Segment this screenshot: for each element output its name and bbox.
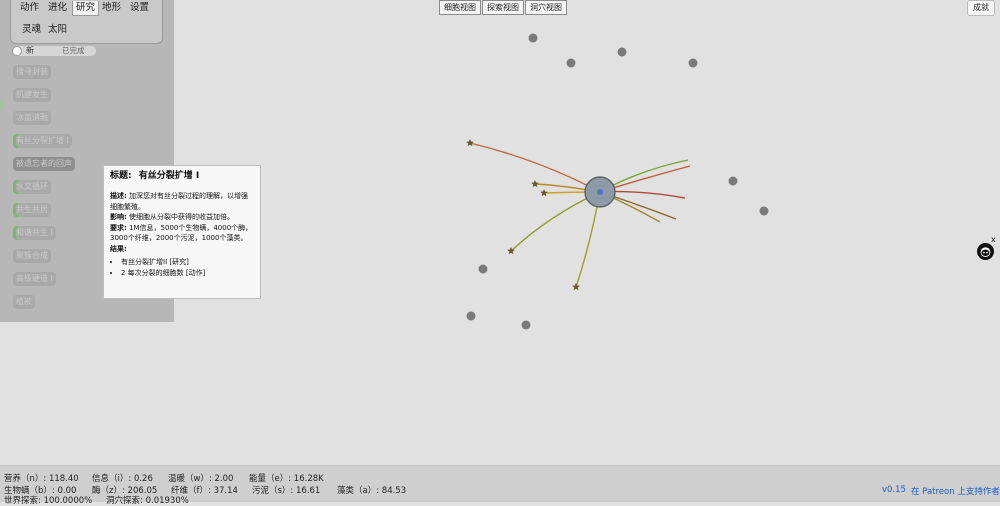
stat-energy: 能量（e）: 16.28K — [249, 474, 324, 484]
research-tooltip: 标题: 有丝分裂扩增 I 描述: 加深您对有丝分裂过程的理解，以增强细胞繁殖。 … — [103, 165, 261, 299]
tab-actions[interactable]: 动作 — [20, 2, 40, 13]
tooltip-description: 描述: 加深您对有丝分裂过程的理解，以增强细胞繁殖。 — [110, 191, 254, 212]
spore-star — [531, 180, 539, 188]
explore-view-button[interactable]: 探索视图 — [482, 0, 524, 15]
tooltip-req-text: 1M信息，5000个生物螨，4000个酶，3000个纤维，2000个污泥，100… — [110, 223, 253, 243]
tooltip-result-item: 有丝分裂扩增II [研究] — [121, 257, 254, 268]
nutrient-dot — [521, 320, 531, 330]
research-item[interactable]: 植被 — [13, 295, 35, 309]
stat-biomites: 生物螨（b）: 0.00 — [4, 486, 77, 496]
tab-settings[interactable]: 设置 — [130, 2, 150, 13]
nutrient-dot — [528, 33, 538, 43]
stat-cave-explored: 洞穴探索: 0.01930% — [106, 496, 189, 506]
close-icon[interactable]: x — [991, 235, 996, 244]
tooltip-results-label: 结果: — [110, 244, 127, 253]
flagellum-strand — [510, 191, 601, 252]
tooltip-title: 标题: 有丝分裂扩增 I — [110, 170, 254, 182]
cell-view-button[interactable]: 细胞视图 — [439, 0, 481, 15]
tooltip-result-item: 2 每次分裂的细胞数 [动作] — [121, 268, 254, 279]
research-item-mitotic-amplification[interactable]: 有丝分裂扩增 I — [13, 134, 72, 148]
research-item[interactable]: 被遗忘者的回声 — [13, 157, 75, 171]
toggle-track — [12, 46, 96, 56]
panel-side-handle[interactable] — [0, 96, 4, 114]
tooltip-effect: 影响: 使细胞从分裂中获得的收益加倍。 — [110, 212, 254, 223]
research-item[interactable]: 冰盖消融 — [13, 111, 51, 125]
tooltip-title-value: 有丝分裂扩增 I — [138, 171, 200, 181]
game-canvas — [466, 33, 769, 330]
research-item[interactable]: 肌腱发生 — [13, 88, 51, 102]
tab-research[interactable]: 研究 — [72, 1, 100, 16]
achievements-button[interactable]: 成就 — [967, 0, 995, 16]
new-done-toggle[interactable]: 新 已完成 — [12, 46, 97, 57]
stat-enzymes: 酶（z）: 206.05 — [92, 486, 158, 496]
stat-world-explored: 世界探索: 100.0000% — [4, 496, 93, 506]
patreon-link[interactable]: 在 Patreon 上支持作者 — [911, 487, 1000, 497]
toggle-new-label: 新 — [26, 46, 34, 55]
stat-nutrients: 营养（n）: 118.40 — [4, 474, 79, 484]
nutrient-dot — [728, 176, 738, 186]
cave-view-button[interactable]: 洞穴视图 — [525, 0, 567, 15]
nutrient-dot — [566, 58, 576, 68]
cell-nucleus — [597, 189, 603, 195]
research-item[interactable]: 高级硬造 I — [13, 272, 56, 286]
tab-evolution[interactable]: 进化 — [48, 2, 68, 13]
tooltip-desc-label: 描述: — [110, 192, 127, 200]
github-icon[interactable] — [977, 243, 994, 260]
spore-star — [540, 189, 548, 197]
version-label: v0.15 — [882, 485, 906, 495]
view-switcher: 细胞视图 探索视图 洞穴视图 — [439, 0, 567, 15]
menu-tabs: 动作 进化 研究 地形 设置 灵魂 太阳 — [10, 0, 163, 44]
nutrient-dot — [478, 264, 488, 274]
tooltip-desc-text: 加深您对有丝分裂过程的理解，以增强细胞繁殖。 — [110, 192, 249, 211]
toggle-done-label: 已完成 — [62, 46, 85, 55]
tooltip-effect-label: 影响: — [110, 213, 127, 221]
nutrient-dot — [688, 58, 698, 68]
tooltip-req-label: 要求: — [110, 223, 127, 232]
spore-star — [507, 247, 515, 255]
spore-star — [466, 139, 474, 147]
stat-algae: 藻类（a）: 84.53 — [337, 486, 407, 496]
research-item[interactable]: 搜寻封装 — [13, 65, 51, 79]
tooltip-requirements: 要求: 1M信息，5000个生物螨，4000个酶，3000个纤维，2000个污泥… — [110, 223, 254, 244]
tooltip-title-label: 标题: — [110, 171, 132, 181]
research-item[interactable]: 共生共居 — [13, 203, 51, 217]
stat-fibers: 纤维（f）: 37.14 — [171, 486, 238, 496]
tooltip-results: 有丝分裂扩增II [研究] 2 每次分裂的细胞数 [动作] — [110, 257, 254, 278]
stat-sludge: 污泥（s）: 16.61 — [252, 486, 321, 496]
research-item[interactable]: 聚簇合成 — [13, 249, 51, 263]
toggle-knob[interactable] — [12, 46, 22, 56]
research-item[interactable]: 和谐共生 I — [13, 226, 56, 240]
nutrient-dot — [466, 311, 476, 321]
tab-soul[interactable]: 灵魂 — [22, 24, 42, 35]
tooltip-effect-text: 使细胞从分裂中获得的收益加倍。 — [129, 213, 235, 221]
tab-sun[interactable]: 太阳 — [48, 24, 68, 35]
resource-bar: 营养（n）: 118.40 信息（i）: 0.26 温暖（w）: 2.00 能量… — [0, 465, 1000, 506]
spore-star — [572, 283, 580, 291]
stat-information: 信息（i）: 0.26 — [92, 474, 153, 484]
tab-terrain[interactable]: 地形 — [102, 2, 122, 13]
nutrient-dot — [617, 47, 627, 57]
research-item[interactable]: 水文循环 — [13, 180, 51, 194]
nutrient-dot — [759, 206, 769, 216]
stat-warmth: 温暖（w）: 2.00 — [168, 474, 234, 484]
